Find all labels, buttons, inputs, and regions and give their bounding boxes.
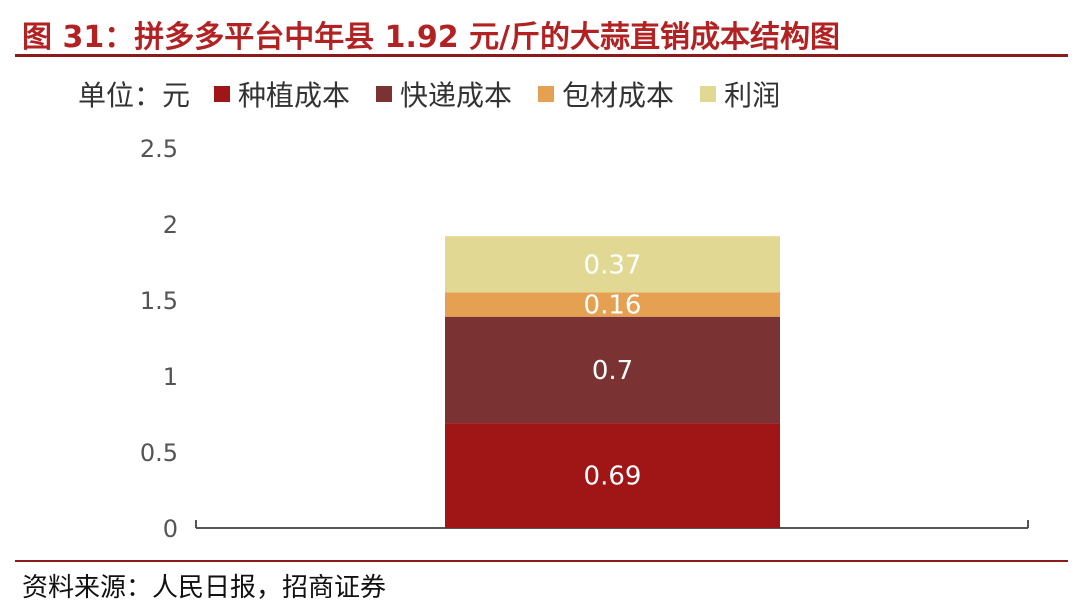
legend-item-profit: 利润 bbox=[700, 74, 780, 114]
legend-item-packaging: 包材成本 bbox=[538, 74, 674, 114]
bar-segment-2 bbox=[445, 292, 780, 317]
legend-label-planting: 种植成本 bbox=[238, 79, 351, 112]
legend-swatch-profit bbox=[700, 86, 717, 102]
footer-divider bbox=[15, 560, 1068, 562]
legend-label-packaging: 包材成本 bbox=[562, 79, 675, 112]
bar-segment-1 bbox=[445, 316, 780, 424]
y-tick-label: 0 bbox=[163, 515, 178, 543]
title-divider bbox=[15, 54, 1068, 57]
y-tick-label: 1 bbox=[163, 363, 178, 391]
legend-label-profit: 利润 bbox=[724, 79, 781, 112]
data-label-3: 0.37 bbox=[584, 250, 642, 280]
legend-item-planting: 种植成本 bbox=[214, 74, 350, 114]
data-label-1: 0.7 bbox=[592, 356, 633, 386]
legend-swatch-planting bbox=[214, 86, 231, 102]
y-tick-label: 1.5 bbox=[140, 287, 178, 315]
stacked-bar-chart: 0 0.5 1 1.5 2 2.5 0.69 0.7 0.16 0.37 bbox=[140, 135, 1029, 543]
bar-segment-3 bbox=[445, 236, 780, 293]
y-tick-label: 2.5 bbox=[140, 135, 178, 163]
data-label-2: 0.16 bbox=[584, 291, 642, 321]
y-tick-label: 2 bbox=[163, 211, 178, 239]
figure-title: 图 31：拼多多平台中年县 1.92 元/斤的大蒜直销成本结构图 bbox=[22, 20, 841, 55]
legend-swatch-packaging bbox=[538, 86, 555, 102]
figure-header: 图 31：拼多多平台中年县 1.92 元/斤的大蒜直销成本结构图 bbox=[0, 0, 1080, 58]
source-note: 资料来源：人民日报，招商证券 bbox=[22, 573, 387, 603]
legend-label-delivery: 快递成本 bbox=[400, 79, 513, 112]
legend: 单位：元 种植成本 快递成本 包材成本 利润 bbox=[78, 72, 806, 116]
legend-item-delivery: 快递成本 bbox=[376, 74, 512, 114]
bar-segment-0 bbox=[445, 423, 780, 528]
unit-label: 单位：元 bbox=[78, 79, 191, 112]
y-tick-label: 0.5 bbox=[140, 439, 178, 467]
legend-swatch-delivery bbox=[376, 86, 393, 102]
data-label-0: 0.69 bbox=[584, 462, 642, 492]
